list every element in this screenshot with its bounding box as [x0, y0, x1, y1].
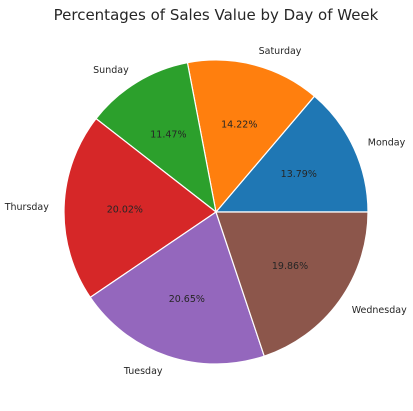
- pie-category-label: Tuesday: [123, 366, 163, 377]
- pie-value-label: 13.79%: [281, 169, 317, 180]
- pie-category-label: Wednesday: [352, 305, 407, 316]
- pie-value-label: 20.65%: [169, 294, 205, 305]
- pie-slice-saturday: [186, 59, 316, 213]
- pie-value-label: 14.22%: [221, 119, 257, 130]
- pie-category-label: Sunday: [93, 65, 129, 76]
- pie-category-label: Monday: [368, 137, 406, 148]
- pie-slice-tuesday: [89, 211, 265, 365]
- pie-slice-thursday: [63, 118, 217, 298]
- pie-value-label: 11.47%: [150, 130, 186, 141]
- pie-slices: [63, 59, 369, 365]
- pie-slice-sunday: [95, 62, 217, 213]
- pie-value-label: 20.02%: [107, 205, 143, 216]
- pie-slice-wednesday: [215, 211, 369, 357]
- chart-title: Percentages of Sales Value by Day of Wee…: [54, 6, 379, 24]
- pie-category-label: Saturday: [259, 46, 302, 57]
- pie-labels: 13.79% Monday 14.22% Saturday 11.47% Sunday 20…: [4, 46, 407, 377]
- pie-slice-monday: [215, 95, 369, 213]
- pie-category-label: Thursday: [4, 202, 50, 213]
- pie-value-label: 19.86%: [272, 261, 308, 272]
